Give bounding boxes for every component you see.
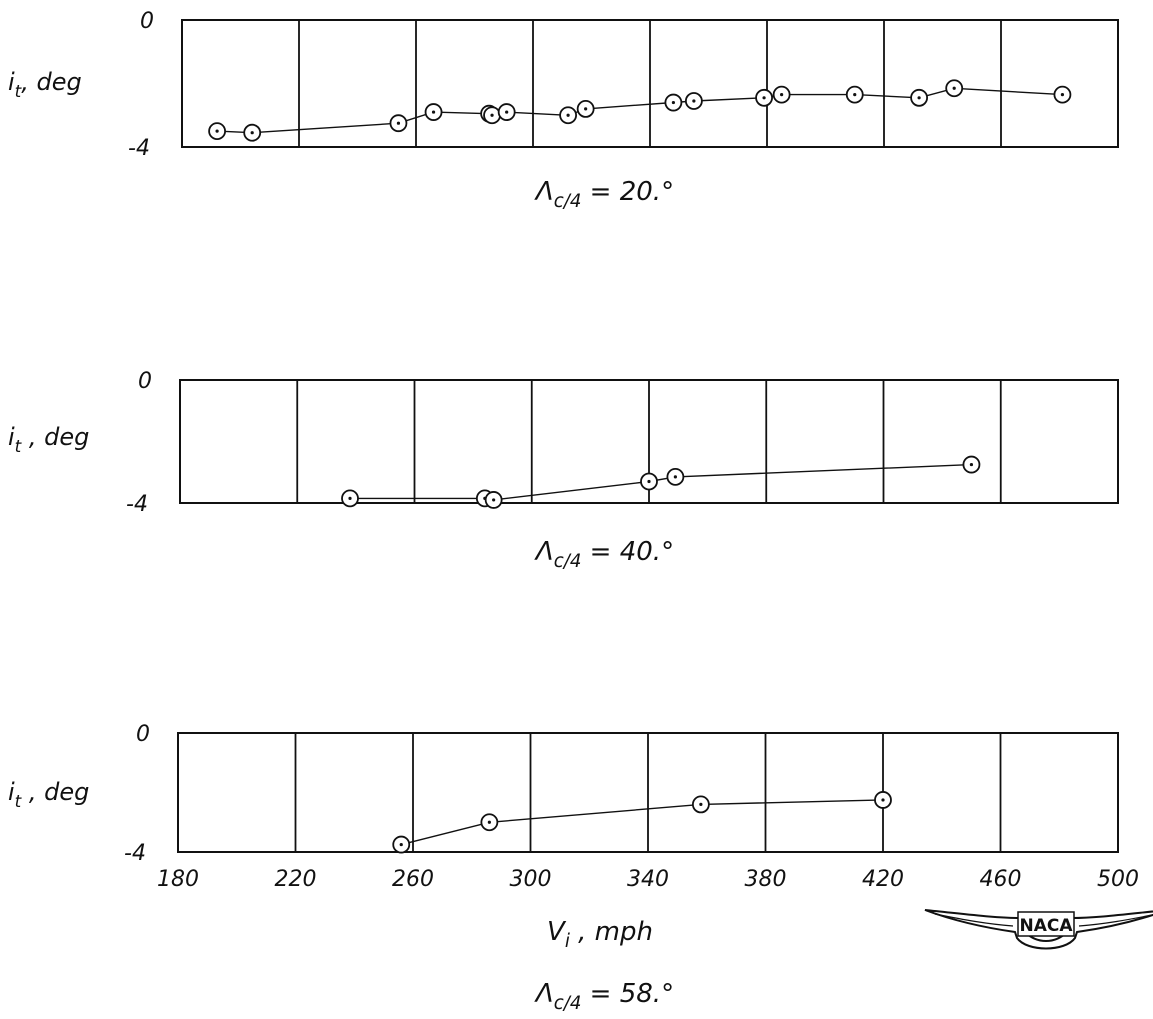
y-axis-label-sub: t: [15, 81, 23, 101]
x-tick-label: 260: [392, 867, 434, 892]
data-point: [910, 88, 928, 107]
x-tick-label: 420: [862, 867, 904, 892]
sweep-caption: Λc/4 = 20.°: [534, 177, 674, 212]
y-axis-label-rest: , deg: [21, 68, 82, 96]
y-axis-label-sub: t: [15, 791, 23, 811]
x-tick-label: 340: [627, 867, 669, 892]
x-tick-label: 300: [510, 867, 552, 892]
data-point: [576, 100, 595, 118]
x-axis-label-rest: , mph: [570, 917, 653, 947]
y-axis-label: it, deg: [8, 68, 82, 101]
data-point: [208, 122, 227, 141]
data-point: [684, 92, 703, 110]
data-point: [664, 93, 683, 112]
data-point: [845, 85, 864, 104]
data-point: [341, 489, 359, 508]
data-point: [497, 103, 516, 121]
data-point: [389, 114, 408, 133]
x-tick-label: 380: [745, 867, 787, 892]
x-tick-label: 460: [980, 867, 1022, 892]
data-point: [666, 467, 685, 486]
fit-curve: [401, 799, 884, 846]
sweep-caption-rest: = 58.°: [581, 979, 674, 1009]
data-point: [480, 813, 499, 832]
data-point: [772, 85, 791, 104]
y-axis-label: it , deg: [8, 778, 89, 811]
data-point: [1053, 85, 1072, 104]
x-axis-label: Vi , mph: [547, 917, 653, 952]
data-point: [945, 79, 964, 98]
data-point: [755, 88, 773, 107]
data-point: [243, 123, 262, 142]
sweep-caption-main: Λ: [534, 537, 554, 567]
x-tick-label: 220: [275, 867, 317, 892]
data-point: [691, 795, 710, 814]
data-point: [424, 103, 443, 121]
y-tick-label: -4: [124, 841, 146, 866]
sweep-caption-rest: = 40.°: [581, 537, 674, 567]
data-point: [874, 791, 892, 809]
y-axis-label-main: i: [8, 68, 15, 96]
panel-2: 0 -4 it , deg Λc/4 = 40.°: [8, 369, 1119, 572]
naca-logo: NACA: [924, 909, 1153, 950]
y-axis-label-main: i: [8, 423, 15, 451]
sweep-caption-sub: c/4: [554, 191, 582, 212]
y-axis-label-sub: t: [15, 436, 23, 456]
sweep-caption-sub: c/4: [554, 551, 582, 572]
y-axis-label: it , deg: [8, 423, 89, 456]
sweep-caption-main: Λ: [534, 177, 554, 207]
fit-curve: [217, 87, 1063, 134]
y-tick-label: 0: [138, 369, 152, 394]
y-tick-label: 0: [140, 9, 154, 34]
y-tick-label: -4: [128, 136, 150, 161]
x-axis-label-sub: i: [565, 931, 570, 952]
sweep-caption: Λc/4 = 40.°: [534, 537, 674, 572]
y-axis-label-rest: , deg: [21, 423, 89, 451]
y-tick-label: 0: [136, 722, 150, 747]
naca-logo-text: NACA: [1019, 916, 1073, 936]
x-tick-label: 500: [1097, 867, 1139, 892]
data-point: [962, 455, 981, 474]
fit-curve: [350, 463, 972, 501]
x-axis-label-main: V: [547, 917, 567, 947]
panel-1: 0 -4 it, deg Λc/4 = 20.°: [8, 9, 1119, 212]
y-axis-label-main: i: [8, 778, 15, 806]
sweep-caption-main: Λ: [534, 979, 554, 1009]
data-point: [559, 106, 577, 125]
data-point: [483, 106, 501, 125]
data-point: [392, 835, 411, 854]
sweep-caption-sub: c/4: [554, 993, 582, 1014]
sweep-caption-rest: = 20.°: [581, 177, 674, 207]
data-point: [640, 472, 658, 491]
sweep-caption: Λc/4 = 58.°: [534, 979, 674, 1014]
y-tick-label: -4: [126, 492, 148, 517]
data-point: [484, 491, 503, 509]
x-tick-label: 180: [157, 867, 199, 892]
y-axis-label-rest: , deg: [21, 778, 89, 806]
